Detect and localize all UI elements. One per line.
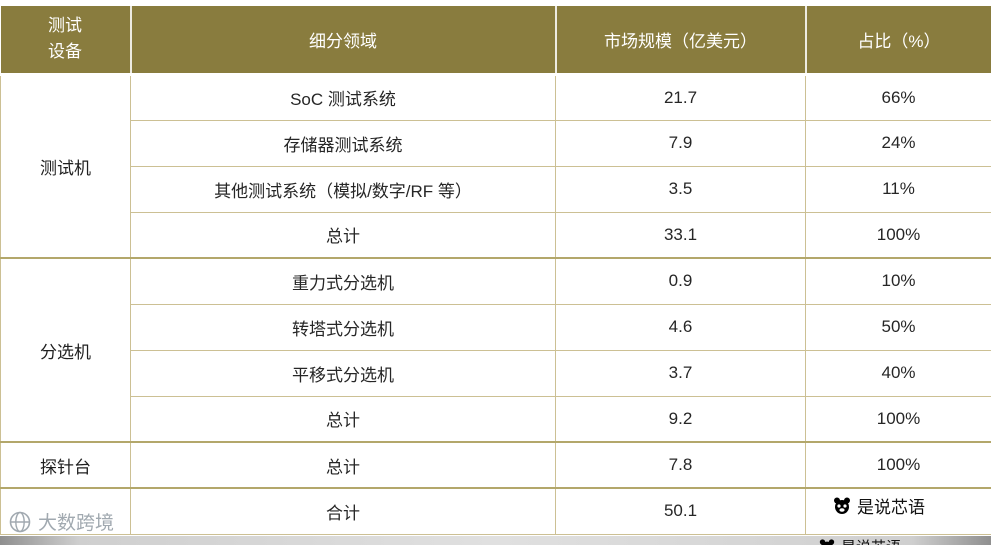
cell-segment: 转塔式分选机	[130, 303, 556, 351]
watermark-bottom-right: 是说芯语	[832, 493, 925, 518]
table-row-prober: 探针台 总计 7.8 100%	[0, 441, 991, 489]
table-row: 平移式分选机 3.7 40%	[1, 349, 991, 397]
table-row: 分选机 重力式分选机 0.9 10%	[0, 257, 991, 443]
cell-share: 100%	[805, 211, 991, 259]
cell-share: 100%	[805, 441, 991, 489]
cell-size: 7.8	[555, 441, 806, 489]
cell-segment: 总计	[130, 211, 556, 259]
table-row-subtotal: 总计 9.2 100%	[1, 395, 991, 443]
header-row: 测试 设备 细分领域 市场规模（亿美元） 占比（%）	[0, 6, 991, 76]
cell-size: 0.9	[555, 257, 806, 305]
group-cell-tester: 测试机	[0, 73, 131, 259]
watermark-bottom-right-text: 是说芯语	[857, 498, 925, 517]
cell-share: 40%	[805, 349, 991, 397]
header-equipment-line2: 设备	[48, 42, 82, 62]
group-cell-handler: 分选机	[0, 257, 131, 443]
header-cell-share: 占比（%）	[805, 6, 991, 76]
cell-share: 66%	[805, 73, 991, 121]
table-row: 测试机 SoC 测试系统 21.7 66%	[0, 73, 991, 259]
cell-size: 33.1	[555, 211, 806, 259]
header-equipment-line1: 测试	[48, 16, 82, 36]
cell-size: 3.5	[555, 165, 806, 213]
header-cell-segment: 细分领域	[130, 6, 557, 76]
globe-icon	[9, 511, 31, 532]
cell-segment: SoC 测试系统	[130, 73, 556, 121]
cell-share: 100%	[805, 395, 991, 443]
cell-segment: 存储器测试系统	[130, 119, 556, 167]
table-row: 存储器测试系统 7.9 24%	[1, 119, 991, 167]
watermark-bottom-right-clipped-text: 是说芯语	[841, 536, 901, 545]
cell-empty	[0, 487, 131, 535]
cell-share: 24%	[805, 119, 991, 167]
watermark-bottom-left: 大数跨境	[8, 508, 114, 535]
cell-size: 7.9	[555, 119, 806, 167]
cell-size: 21.7	[555, 73, 806, 121]
cell-share: 50%	[805, 303, 991, 351]
cell-share: 10%	[805, 257, 991, 305]
cell-segment: 平移式分选机	[130, 349, 556, 397]
table-row: 转塔式分选机 4.6 50%	[1, 303, 991, 351]
cell-segment: 总计	[130, 441, 556, 489]
cell-size: 4.6	[555, 303, 806, 351]
cell-share: 11%	[805, 165, 991, 213]
group-cell-prober: 探针台	[0, 441, 131, 489]
cell-segment: 总计	[130, 395, 556, 443]
bottom-edge-bar	[0, 536, 991, 545]
watermark-bottom-right-clipped: 是说芯语	[818, 536, 901, 545]
table-row-subtotal: 总计 33.1 100%	[1, 211, 991, 259]
header-cell-equipment: 测试 设备	[0, 6, 132, 76]
cell-segment: 合计	[130, 487, 556, 535]
panda-icon	[819, 538, 835, 545]
cell-segment: 重力式分选机	[130, 257, 556, 305]
table-row: 其他测试系统（模拟/数字/RF 等） 3.5 11%	[1, 165, 991, 213]
panda-icon	[834, 497, 850, 514]
table-row-grand-total: 合计 50.1	[0, 487, 991, 535]
cell-size: 9.2	[555, 395, 806, 443]
header-cell-market-size: 市场规模（亿美元）	[555, 6, 807, 76]
cell-segment: 其他测试系统（模拟/数字/RF 等）	[130, 165, 556, 213]
cell-size: 50.1	[555, 487, 806, 535]
watermark-bottom-left-text: 大数跨境	[38, 513, 115, 534]
market-size-table: 测试 设备 细分领域 市场规模（亿美元） 占比（%） 测试机 SoC 测试系统 …	[0, 6, 991, 535]
cell-share	[805, 487, 991, 535]
cell-size: 3.7	[555, 349, 806, 397]
